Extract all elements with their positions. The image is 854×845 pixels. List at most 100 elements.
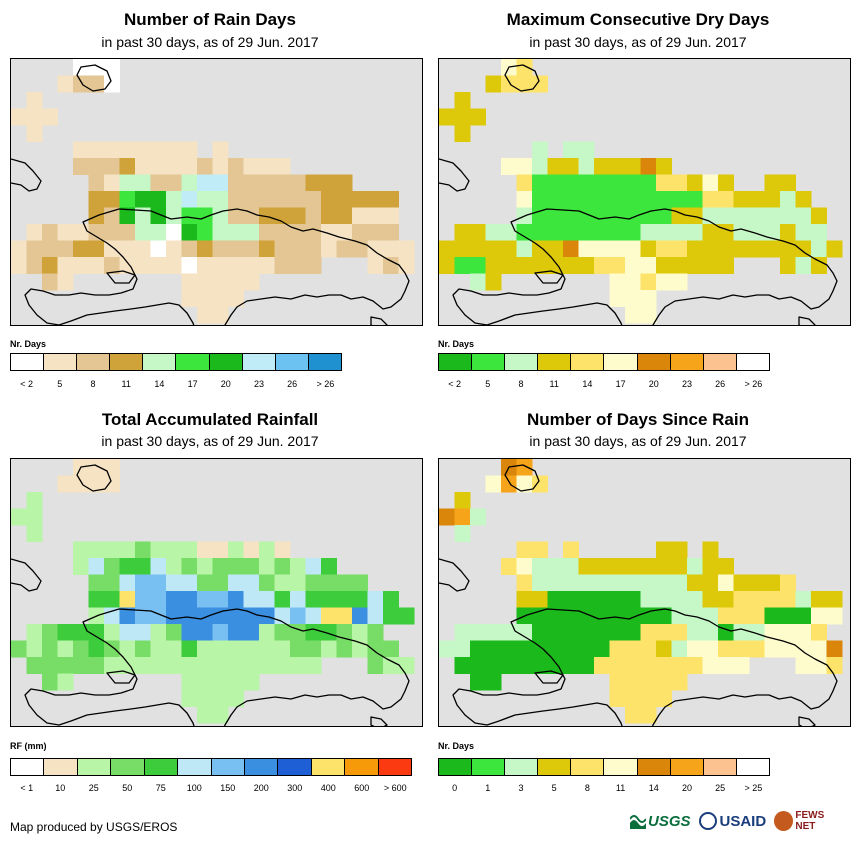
grid-cell [671, 558, 688, 575]
coastline-segment [106, 670, 136, 684]
grid-cell [274, 541, 291, 559]
grid-cell [197, 558, 213, 575]
legend-swatch [244, 759, 279, 775]
grid-cell [671, 657, 688, 674]
grid-cell [290, 640, 306, 658]
grid-cell [398, 657, 415, 674]
logo-strip: USGS USAID FEWS NET [630, 806, 845, 836]
grid-cell [687, 191, 703, 208]
grid-cell [367, 591, 384, 608]
legend-swatch [439, 354, 473, 370]
grid-cell [594, 224, 610, 241]
grid-cell [470, 224, 486, 241]
grid-cell [795, 591, 812, 608]
legend-swatch [538, 354, 572, 370]
grid-cell [702, 174, 719, 192]
grid-cell [228, 640, 244, 658]
grid-cell [532, 240, 548, 258]
grid-cell [516, 174, 533, 192]
legend-label: RF (mm) [10, 741, 47, 751]
grid-cell [547, 191, 564, 208]
grid-cell [594, 174, 610, 192]
grid-cell [352, 207, 368, 225]
legend-tick: 1 [485, 783, 491, 793]
grid-cell [563, 224, 579, 241]
grid-cell [88, 158, 105, 175]
grid-cell [578, 657, 595, 674]
grid-cell [594, 158, 610, 175]
grid-cell [73, 640, 89, 658]
grid-cell [181, 191, 198, 208]
legend-swatch [670, 354, 704, 370]
grid-cell [166, 624, 182, 641]
legend-label: Nr. Days [438, 741, 475, 751]
grid-cell [290, 240, 306, 258]
legend-swatch [670, 759, 704, 775]
grid-cell [780, 240, 796, 258]
grid-cell [687, 657, 703, 674]
grid-cell [780, 191, 796, 208]
grid-cell [609, 690, 626, 707]
grid-cell [594, 558, 610, 575]
legend-tick: 20 [681, 783, 693, 793]
grid-cell [454, 624, 471, 641]
grid-cell [290, 224, 306, 241]
grid-cell [197, 690, 213, 707]
coastline-segment [504, 464, 540, 492]
grid-cell [259, 558, 275, 575]
grid-cell [104, 224, 120, 241]
grid-cell [259, 574, 275, 592]
grid-cell [625, 574, 641, 592]
legend-swatch [505, 759, 539, 775]
grid-cell [197, 607, 213, 625]
grid-cell [26, 640, 43, 658]
grid-cell [470, 108, 486, 126]
grid-cell [228, 191, 244, 208]
usaid-logo-text: USAID [719, 812, 767, 830]
grid-cell [290, 174, 306, 192]
legend-swatch [311, 759, 346, 775]
grid-cell [150, 657, 167, 674]
grid-cell [274, 558, 291, 575]
grid-cell [321, 574, 337, 592]
grid-cell [516, 624, 533, 641]
grid-cell [212, 191, 229, 208]
grid-cell [454, 492, 471, 509]
grid-cell [609, 640, 626, 658]
grid-cell [656, 240, 672, 258]
grid-cell [640, 558, 657, 575]
grid-cell [197, 657, 213, 674]
grid-cell [625, 207, 641, 225]
legend-swatch [44, 759, 78, 775]
grid-cell [671, 191, 688, 208]
grid-cell [811, 607, 827, 625]
grid-cell [243, 558, 260, 575]
grid-cell [42, 673, 58, 691]
grid-cell [104, 59, 120, 76]
legend-tick: 8 [584, 783, 590, 793]
grid-cell [702, 240, 719, 258]
grid-cell [352, 640, 368, 658]
legend-tick: 20 [220, 379, 231, 389]
grid-cell [609, 657, 626, 674]
grid-cell [42, 224, 58, 241]
legend-swatch [11, 759, 45, 775]
legend-swatch [604, 354, 638, 370]
grid-cell [150, 558, 167, 575]
grid-cell [656, 558, 672, 575]
island-coastline [24, 208, 410, 325]
grid-cell [212, 624, 229, 641]
grid-cell [228, 591, 244, 608]
grid-cell [516, 640, 533, 658]
panel-subtitle: in past 30 days, as of 29 Jun. 2017 [101, 34, 319, 50]
grid-cell [228, 558, 244, 575]
grid-cell [532, 141, 548, 159]
grid-cell [119, 624, 136, 641]
grid-cell [26, 92, 43, 109]
grid-cell [26, 125, 43, 142]
coastline-segment [534, 670, 564, 684]
grid-cell [26, 492, 43, 509]
grid-cell [687, 257, 703, 274]
grid-cell [811, 657, 827, 674]
grid-cell [135, 607, 151, 625]
